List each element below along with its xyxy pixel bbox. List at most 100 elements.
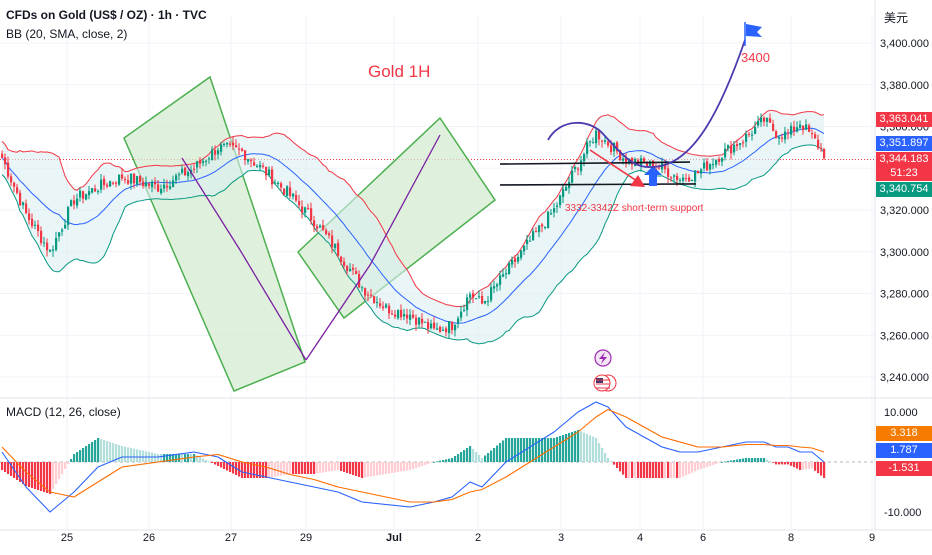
macd-histogram-bar — [406, 462, 409, 471]
candle-body — [463, 309, 466, 311]
x-tick-label: 6 — [700, 532, 706, 544]
macd-histogram-bar — [493, 448, 496, 462]
candle-body — [442, 329, 445, 331]
candle-body — [577, 168, 580, 170]
macd-histogram-bar — [175, 454, 178, 462]
candle-body — [571, 170, 574, 183]
currency-selector[interactable]: 美元 — [884, 11, 909, 25]
candle-body — [529, 240, 532, 242]
macd-value-tag: 3.318 — [876, 426, 932, 441]
candle-body — [289, 187, 292, 196]
x-tick-label: 2 — [475, 532, 481, 544]
candle-body — [82, 191, 85, 199]
candle-body — [427, 322, 430, 329]
macd-histogram-bar — [418, 462, 421, 467]
candle-body — [316, 226, 319, 229]
candle-body — [565, 187, 568, 191]
support-line-lower — [499, 183, 697, 186]
candle-body — [478, 296, 481, 298]
candle-body — [172, 180, 175, 188]
macd-histogram-bar — [814, 462, 817, 471]
macd-histogram-bar — [721, 462, 724, 463]
candle-body — [178, 174, 181, 176]
macd-histogram-bar — [190, 454, 193, 462]
candle-body — [712, 164, 715, 166]
macd-histogram-bar — [310, 462, 313, 474]
macd-histogram-bar — [775, 462, 778, 465]
macd-histogram-bar — [463, 450, 466, 462]
macd-histogram-bar — [643, 462, 646, 478]
macd-histogram-bar — [748, 458, 751, 462]
candle-body — [799, 124, 802, 128]
candle-body — [667, 168, 670, 177]
candle-body — [226, 143, 229, 145]
macd-histogram-bar — [790, 462, 793, 466]
macd-histogram-bar — [289, 462, 292, 474]
candle-body — [136, 176, 139, 185]
candle-body — [817, 139, 820, 149]
candle-body — [619, 149, 622, 161]
candle-body — [118, 174, 121, 185]
macd-histogram-bar — [592, 436, 595, 462]
macd-histogram-bar — [514, 438, 517, 462]
candle-body — [121, 174, 124, 179]
macd-histogram-bar — [715, 462, 718, 464]
candle-body — [94, 188, 97, 192]
candle-body — [583, 154, 586, 162]
candle-body — [709, 164, 712, 170]
macd-histogram-bar — [166, 454, 169, 462]
macd-histogram-bar — [772, 462, 775, 463]
candle-body — [742, 142, 745, 144]
macd-histogram-bar — [538, 438, 541, 462]
macd-histogram-bar — [517, 438, 520, 462]
macd-histogram-bar — [796, 462, 799, 469]
candle-body — [775, 131, 778, 138]
candle-body — [424, 321, 427, 323]
target-label: 3400 — [741, 50, 770, 65]
macd-histogram-bar — [286, 462, 289, 475]
macd-histogram-bar — [295, 462, 298, 474]
macd-histogram-bar — [529, 438, 532, 462]
macd-histogram-bar — [97, 438, 100, 462]
macd-histogram-bar — [31, 462, 34, 488]
up-arrow — [644, 166, 662, 186]
candle-body — [133, 173, 136, 184]
candle-body — [379, 303, 382, 307]
macd-histogram-bar — [598, 443, 601, 462]
candle-body — [487, 300, 490, 302]
candle-body — [40, 230, 43, 243]
macd-histogram-bar — [223, 462, 226, 469]
macd-histogram-bar — [133, 448, 136, 462]
macd-histogram-bar — [679, 462, 682, 478]
candle-body — [196, 161, 199, 168]
candle-body — [706, 161, 709, 171]
macd-indicator-label[interactable]: MACD (12, 26, close) — [6, 405, 121, 419]
candle-body — [520, 250, 523, 258]
candle-body — [763, 117, 766, 122]
macd-histogram-bar — [754, 458, 757, 462]
candle-body — [157, 184, 160, 192]
candle-body — [784, 131, 787, 140]
x-tick-label: 27 — [225, 532, 237, 544]
macd-histogram-bar — [769, 461, 772, 462]
macd-histogram-bar — [52, 462, 55, 489]
macd-histogram-bar — [451, 458, 454, 462]
macd-histogram-bar — [547, 438, 550, 462]
macd-histogram-bar — [112, 443, 115, 462]
candle-body — [433, 322, 436, 329]
candle-body — [646, 162, 649, 167]
candle-body — [403, 314, 406, 317]
macd-histogram-bar — [22, 462, 25, 484]
macd-histogram-bar — [106, 441, 109, 462]
candle-body — [808, 125, 811, 132]
y-tick-label: 3,280.000 — [880, 289, 929, 301]
down-arrow-head — [630, 175, 645, 187]
bb-indicator-label[interactable]: BB (20, SMA, close, 2) — [6, 27, 128, 41]
candle-body — [214, 150, 217, 155]
candle-body — [793, 126, 796, 132]
candle-body — [787, 132, 790, 134]
macd-histogram-bar — [193, 454, 196, 462]
symbol-title[interactable]: CFDs on Gold (US$ / OZ) · 1h · TVC — [6, 8, 207, 22]
